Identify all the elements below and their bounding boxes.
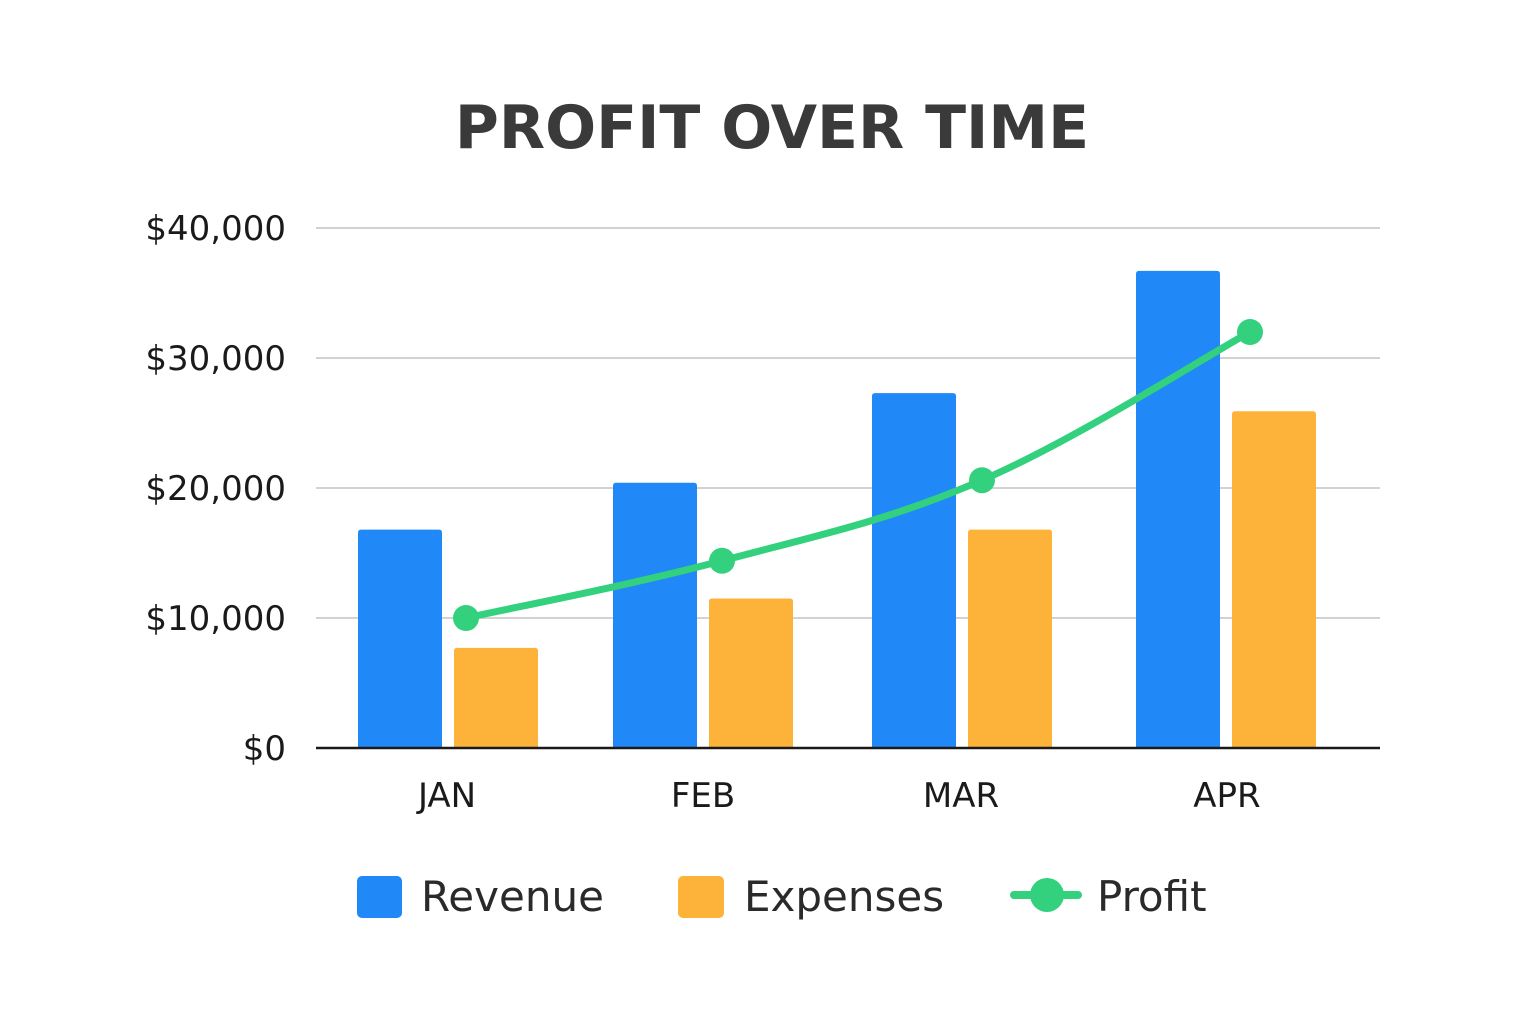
- legend-swatch-revenue: [357, 876, 402, 918]
- bar-expenses-apr: [1232, 411, 1316, 748]
- x-tick-label: JAN: [416, 776, 476, 816]
- y-tick-label: $0: [243, 729, 286, 769]
- x-axis-tick-labels: JAN FEB MAR APR: [416, 776, 1261, 816]
- x-tick-label: APR: [1193, 776, 1260, 816]
- bar-revenue-apr: [1136, 270, 1220, 748]
- profit-line-group: [453, 319, 1263, 631]
- bar-revenue-mar: [872, 393, 956, 748]
- gridlines: [316, 227, 1380, 619]
- x-tick-label: MAR: [923, 776, 999, 816]
- y-tick-label: $20,000: [145, 469, 286, 509]
- chart-title: PROFIT OVER TIME: [455, 93, 1089, 163]
- profit-line: [462, 328, 1254, 622]
- y-axis-tick-labels: $0 $10,000 $20,000 $30,000 $40,000: [145, 209, 286, 769]
- legend-swatch-profit-marker: [1030, 878, 1064, 912]
- profit-point-feb: [709, 547, 735, 574]
- y-tick-label: $30,000: [145, 339, 286, 379]
- y-tick-label: $40,000: [145, 209, 286, 249]
- bar-expenses-feb: [709, 598, 793, 748]
- legend-label-revenue: Revenue: [421, 872, 604, 921]
- profit-point-mar: [969, 467, 995, 494]
- bar-expenses-jan: [454, 647, 538, 748]
- profit-point-apr: [1237, 319, 1263, 345]
- legend-label-expenses: Expenses: [744, 872, 944, 921]
- profit-point-jan: [453, 605, 479, 631]
- bar-revenue-feb: [613, 482, 697, 748]
- bars-group: [358, 270, 1316, 748]
- bar-expenses-mar: [968, 529, 1052, 748]
- legend: Revenue Expenses Profit: [357, 872, 1207, 921]
- legend-label-profit: Profit: [1097, 872, 1207, 921]
- bar-revenue-jan: [358, 529, 442, 748]
- y-tick-label: $10,000: [145, 599, 286, 639]
- legend-swatch-expenses: [678, 876, 724, 918]
- x-tick-label: FEB: [671, 776, 735, 816]
